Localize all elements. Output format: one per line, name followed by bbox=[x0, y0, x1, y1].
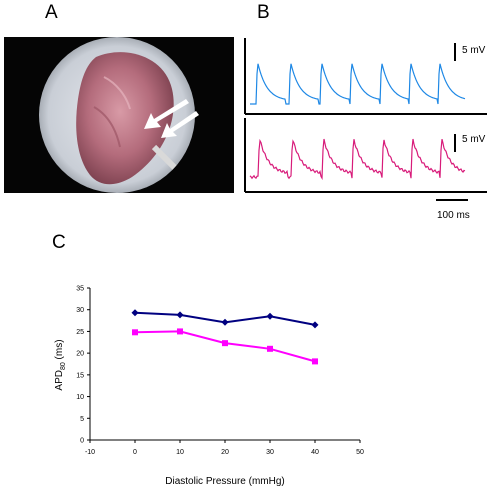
data-point bbox=[132, 329, 138, 336]
panel-label-b: B bbox=[257, 2, 270, 23]
heart-tissue bbox=[76, 52, 174, 185]
x-tick-label: 50 bbox=[356, 449, 364, 456]
voltage-scale-top: 5 mV bbox=[462, 45, 486, 56]
data-point bbox=[222, 340, 228, 347]
x-tick-label: -10 bbox=[85, 449, 95, 456]
data-point bbox=[266, 312, 274, 320]
panel-label-c: C bbox=[52, 232, 66, 253]
data-point bbox=[177, 328, 183, 335]
data-point bbox=[267, 345, 273, 352]
y-tick-label: 5 bbox=[80, 416, 84, 423]
heart-photograph bbox=[4, 37, 234, 193]
y-tick-label: 15 bbox=[76, 372, 84, 379]
data-point bbox=[176, 311, 184, 319]
y-axis-title-main: APD bbox=[54, 370, 65, 391]
data-point bbox=[131, 309, 139, 317]
series-line-2 bbox=[134, 330, 316, 363]
y-tick-label: 10 bbox=[76, 394, 84, 401]
y-axis-title: APD80 (ms) bbox=[54, 339, 67, 390]
x-axis-title: Diastolic Pressure (mmHg) bbox=[165, 476, 284, 487]
time-scale: 100 ms bbox=[437, 210, 470, 221]
data-point bbox=[312, 358, 318, 365]
voltage-scale-bottom: 5 mV bbox=[462, 134, 486, 145]
y-tick-label: 30 bbox=[76, 307, 84, 314]
y-axis-title-unit: (ms) bbox=[54, 339, 65, 362]
x-tick-label: 20 bbox=[221, 449, 229, 456]
x-tick-label: 10 bbox=[176, 449, 184, 456]
y-axis-title-subscript: 80 bbox=[60, 362, 67, 370]
arrow-icon bbox=[144, 99, 199, 138]
x-tick-label: 0 bbox=[133, 449, 137, 456]
x-tick-label: 30 bbox=[266, 449, 274, 456]
action-potential-traces: 5 mV 5 mV 100 ms bbox=[244, 38, 487, 221]
chart-series bbox=[131, 309, 319, 365]
y-tick-label: 35 bbox=[76, 286, 84, 293]
chart-axes bbox=[87, 287, 361, 443]
data-point bbox=[311, 321, 319, 329]
y-tick-label: 20 bbox=[76, 351, 84, 358]
x-tick-label: 40 bbox=[311, 449, 319, 456]
panel-label-a: A bbox=[45, 2, 58, 23]
trace-bottom bbox=[249, 138, 466, 181]
trace-top bbox=[250, 63, 466, 105]
y-tick-label: 0 bbox=[80, 438, 84, 445]
y-tick-label: 25 bbox=[76, 329, 84, 336]
data-point bbox=[221, 318, 229, 326]
